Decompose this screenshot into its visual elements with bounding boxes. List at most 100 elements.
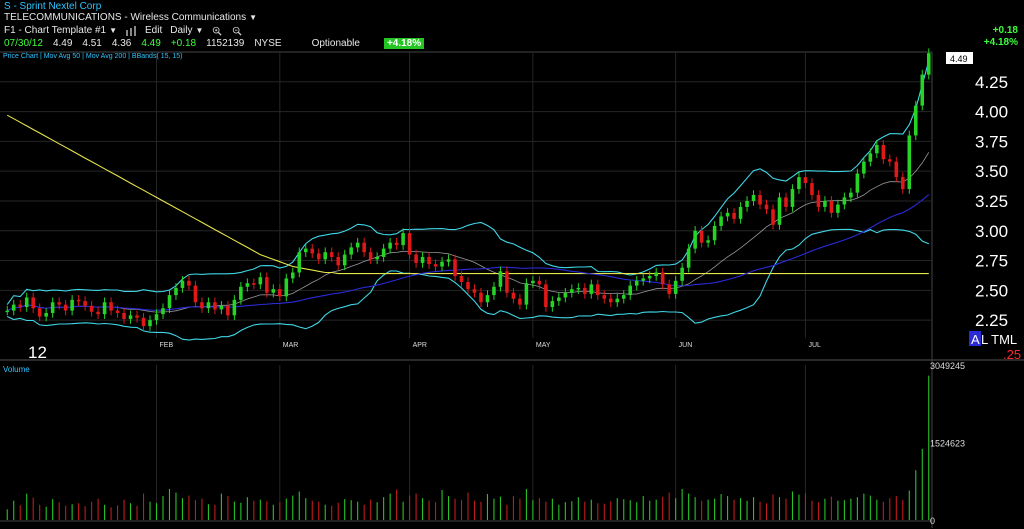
candle-body xyxy=(712,225,717,241)
right-pct-change: +4.18% xyxy=(983,37,1018,48)
candle-body xyxy=(719,216,723,226)
last-price-text: 4.49 xyxy=(950,54,968,64)
tml-label: L TML xyxy=(981,332,1017,347)
volume-panel[interactable]: 3049245 1524623 0 xyxy=(6,361,965,526)
candle-body xyxy=(459,276,464,282)
candle-body xyxy=(76,299,81,302)
candle-body xyxy=(901,177,905,190)
candle-body xyxy=(239,286,243,300)
volume-axis-tick: 0 xyxy=(930,516,935,526)
candle-body xyxy=(180,280,185,288)
candle-body xyxy=(790,189,795,207)
candle-body xyxy=(823,200,827,207)
candle-body xyxy=(219,305,224,310)
ticker-line[interactable]: S - Sprint Nextel Corp xyxy=(4,1,102,12)
candle-body xyxy=(278,289,282,297)
candle-body xyxy=(894,161,899,178)
candle-body xyxy=(11,304,16,311)
candle-body xyxy=(141,317,146,327)
candle-body xyxy=(316,253,321,260)
al-label: A xyxy=(971,332,980,347)
candle-body xyxy=(466,281,470,290)
candle-body xyxy=(368,252,373,260)
zoom-in-icon[interactable] xyxy=(211,26,223,36)
candle-body xyxy=(913,105,918,136)
volume-axis-tick: 3049245 xyxy=(930,361,965,371)
volume-axis-tick: 1524623 xyxy=(930,438,965,448)
candle-body xyxy=(647,276,652,279)
candle-body xyxy=(764,204,769,210)
candle-body xyxy=(154,314,159,321)
price-panel[interactable] xyxy=(5,48,931,341)
candle-body xyxy=(57,302,61,305)
candle-body xyxy=(842,197,847,205)
price-axis-tick: 3.50 xyxy=(975,162,1008,181)
candle-body xyxy=(401,233,405,246)
candle-body xyxy=(303,248,308,253)
candle-body xyxy=(745,200,749,207)
candle-body xyxy=(563,292,568,298)
candle-body xyxy=(414,254,418,263)
sector-dropdown-icon[interactable]: ▼ xyxy=(249,13,257,22)
candle-body xyxy=(634,280,639,286)
candle-body xyxy=(849,192,853,198)
candle-body xyxy=(667,284,671,294)
candle-body xyxy=(252,283,256,285)
candle-body xyxy=(96,311,100,315)
month-label: APR xyxy=(413,342,427,349)
pct-change-badge: +4.18% xyxy=(383,38,425,49)
bar-chart-icon[interactable] xyxy=(125,25,137,36)
candle-body xyxy=(83,301,87,306)
sector-line[interactable]: TELECOMMUNICATIONS - Wireless Communicat… xyxy=(4,12,257,23)
moving-average-200 xyxy=(6,114,929,275)
candle-body xyxy=(167,295,172,309)
candle-body xyxy=(836,204,840,213)
price-axis-tick: 2.50 xyxy=(975,281,1008,300)
price-axis-tick: 2.75 xyxy=(975,252,1008,271)
candle-body xyxy=(608,298,613,303)
quote-high: 4.51 xyxy=(82,38,102,49)
candle-body xyxy=(816,195,821,207)
candle-body xyxy=(524,283,529,305)
zoom-out-icon[interactable] xyxy=(231,26,243,36)
candle-body xyxy=(797,177,801,190)
period-label: Daily xyxy=(170,25,193,36)
candle-body xyxy=(323,252,328,260)
quote-line: 07/30/12 4.49 4.51 4.36 4.49 +0.18 11521… xyxy=(4,38,425,49)
candle-body xyxy=(174,287,178,296)
quote-volume: 1152139 xyxy=(206,38,245,49)
candle-body xyxy=(803,177,808,184)
candle-body xyxy=(355,242,360,248)
candle-body xyxy=(888,159,892,162)
template-label: F1 - Chart Template #1 xyxy=(4,25,107,36)
candle-body xyxy=(576,287,581,290)
candle-body xyxy=(751,195,756,201)
candle-body xyxy=(18,304,23,308)
candle-body xyxy=(193,285,198,303)
candle-body xyxy=(109,302,113,311)
candle-body xyxy=(693,230,697,249)
toolbar: F1 - Chart Template #1 ▼ Edit Daily ▼ xyxy=(4,25,243,36)
quote-open: 4.49 xyxy=(52,38,73,49)
period-dropdown[interactable]: Daily ▼ xyxy=(170,25,203,36)
candle-body xyxy=(492,286,496,296)
period-dropdown-icon: ▼ xyxy=(195,26,204,35)
price-axis-tick: 3.00 xyxy=(975,222,1008,241)
candle-body xyxy=(531,280,535,284)
candle-body xyxy=(245,283,250,287)
candle-body xyxy=(738,206,743,219)
candle-body xyxy=(907,135,912,190)
candle-body xyxy=(63,304,68,311)
candle-body xyxy=(621,295,626,299)
edit-button[interactable]: Edit xyxy=(145,25,163,36)
candle-body xyxy=(505,271,509,293)
candle-body xyxy=(446,259,451,262)
candle-body xyxy=(362,242,366,253)
candle-body xyxy=(375,256,379,260)
candle-body xyxy=(544,284,548,308)
template-dropdown[interactable]: F1 - Chart Template #1 ▼ xyxy=(4,25,117,36)
candle-body xyxy=(128,315,133,319)
candle-body xyxy=(226,305,230,316)
volume-label: Volume xyxy=(3,365,30,374)
